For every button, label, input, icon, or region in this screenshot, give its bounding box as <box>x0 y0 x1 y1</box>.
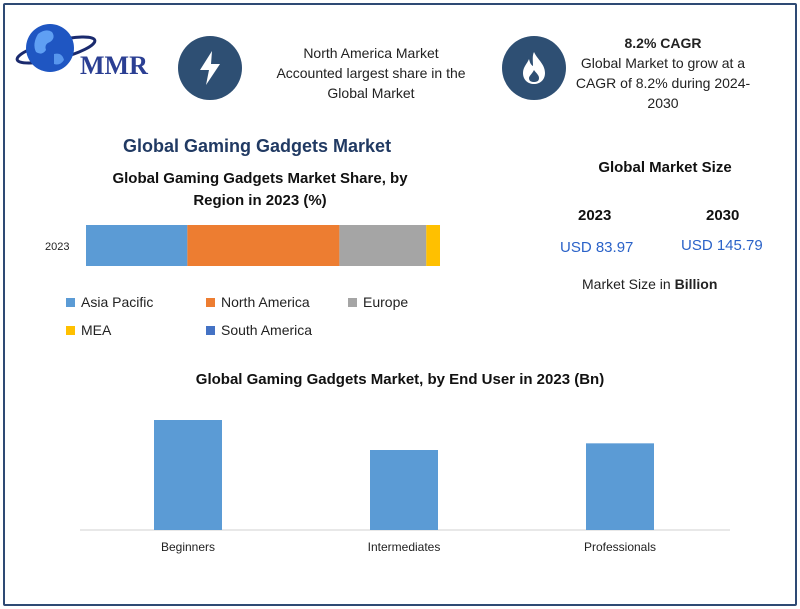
market-size-unit-note: Market Size in Billion <box>582 276 717 292</box>
callout-line-1: North America Market <box>303 45 439 61</box>
region-chart-title: Global Gaming Gadgets Market Share, by R… <box>80 168 440 212</box>
bar-professionals <box>586 443 654 530</box>
cagr-callout: 8.2% CAGR Global Market to grow at a CAG… <box>568 33 758 113</box>
region-share-stacked-bar-chart: 2023 <box>45 225 440 266</box>
market-size-title: Global Market Size <box>598 159 732 176</box>
legend-label: South America <box>221 322 313 338</box>
flame-icon <box>523 52 545 84</box>
market-size-value-2030: USD 145.79 <box>681 237 763 254</box>
stack-segment-europe <box>339 225 427 266</box>
legend-item-asia-pacific: Asia Pacific <box>66 294 153 310</box>
unit-note-bold: Billion <box>674 276 718 292</box>
north-america-callout: North America Market Accounted largest s… <box>246 43 496 103</box>
stack-segment-mea <box>426 225 440 266</box>
callout-line-2: Accounted largest share in the <box>276 65 466 81</box>
legend-item-europe: Europe <box>348 294 408 310</box>
end-user-bar-chart: Beginners Intermediates Professionals <box>80 420 730 554</box>
cagr-line-3: 2030 <box>647 95 679 111</box>
unit-note-prefix: Market Size in <box>582 276 675 292</box>
stack-segment-asia-pacific <box>86 225 188 266</box>
cagr-line-2: CAGR of 8.2% during 2024- <box>575 75 751 91</box>
cagr-line-1: Global Market to grow at a <box>580 55 746 71</box>
legend-label: Europe <box>363 294 409 310</box>
legend-item-south-america: South America <box>206 322 312 338</box>
brand-logo-text: MMR <box>80 51 148 80</box>
legend-label: Asia Pacific <box>81 294 154 310</box>
legend-swatch <box>66 325 75 335</box>
stack-segment-north-america <box>187 225 340 266</box>
region-chart-title-line-2: Region in 2023 (%) <box>193 192 327 209</box>
lightning-bolt-badge <box>178 36 242 100</box>
x-tick-label-intermediates: Intermediates <box>368 540 441 554</box>
legend-swatch <box>348 297 357 307</box>
region-chart-legend: Asia Pacific North America Europe MEA South … <box>66 294 446 344</box>
market-size-year-2023: 2023 <box>578 207 612 224</box>
flame-badge <box>502 36 566 100</box>
bar-beginners <box>154 420 222 530</box>
lightning-bolt-icon <box>200 51 220 85</box>
cagr-title: 8.2% CAGR <box>624 35 702 51</box>
callout-line-3: Global Market <box>327 85 415 101</box>
legend-swatch <box>206 325 215 335</box>
legend-label: North America <box>221 294 310 310</box>
x-tick-label-beginners: Beginners <box>161 540 215 554</box>
legend-item-mea: MEA <box>66 322 111 338</box>
market-size-year-2030: 2030 <box>706 207 740 224</box>
legend-label: MEA <box>81 322 112 338</box>
market-size-value-2023: USD 83.97 <box>560 239 634 256</box>
end-user-chart-title: Global Gaming Gadgets Market, by End Use… <box>195 371 605 388</box>
legend-item-north-america: North America <box>206 294 310 310</box>
bar-intermediates <box>370 450 438 530</box>
region-chart-title-line-1: Global Gaming Gadgets Market Share, by <box>112 170 408 187</box>
category-label: 2023 <box>45 241 69 253</box>
globe-logo-icon <box>15 24 97 72</box>
legend-swatch <box>206 297 215 307</box>
main-title: Global Gaming Gadgets Market <box>123 136 392 156</box>
legend-swatch <box>66 297 75 307</box>
outer-frame <box>3 3 797 606</box>
x-tick-label-professionals: Professionals <box>584 540 656 554</box>
